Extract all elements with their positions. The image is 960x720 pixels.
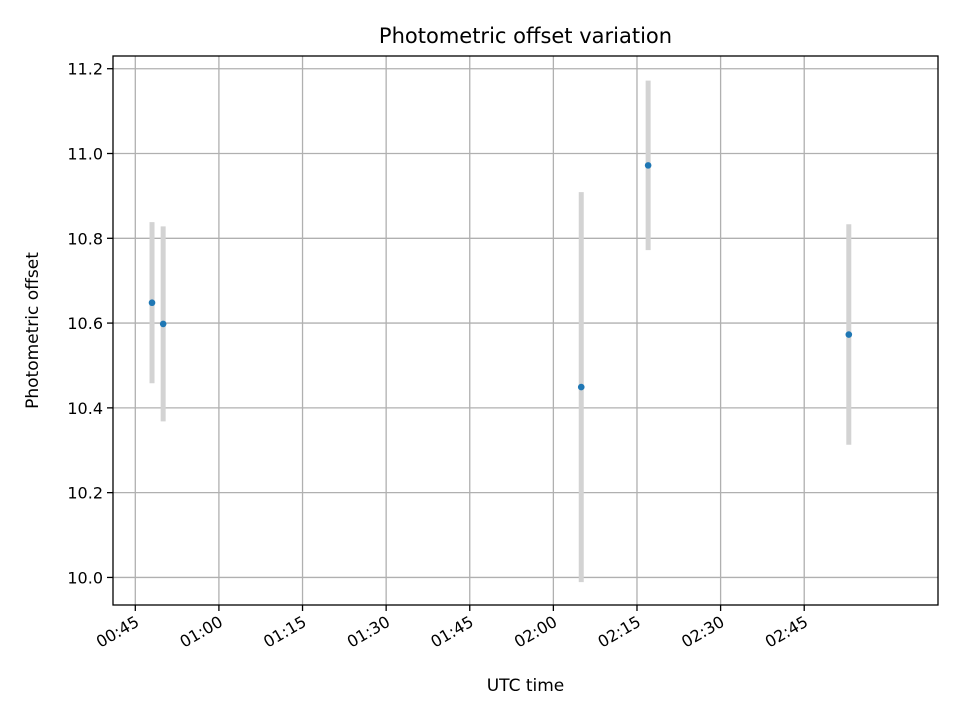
x-axis-ticks: 00:45 01:00 01:15 01:30 01:45 02:00 02:15 02:30… <box>93 605 811 652</box>
x-tick-label: 01:30 <box>344 612 393 652</box>
error-bars <box>149 80 852 583</box>
x-axis-label: UTC time <box>487 676 565 696</box>
data-point <box>148 299 156 307</box>
x-tick-label: 02:30 <box>678 612 727 652</box>
x-tick-label: 02:15 <box>595 612 644 652</box>
data-point <box>845 331 853 338</box>
y-tick-label: 10.4 <box>67 399 103 418</box>
x-tick-label: 01:45 <box>427 612 476 652</box>
grid <box>113 56 938 605</box>
x-tick-label: 02:45 <box>762 612 811 652</box>
data-point <box>577 383 585 391</box>
y-tick-label: 11.0 <box>67 145 103 164</box>
x-tick-label: 01:00 <box>176 612 225 652</box>
x-tick-label: 00:45 <box>93 612 142 652</box>
x-tick-label: 02:00 <box>511 612 560 652</box>
data-point <box>159 320 167 328</box>
y-axis-label: Photometric offset <box>23 252 43 409</box>
plot-frame <box>112 55 939 606</box>
y-axis-ticks: 10.0 10.2 10.4 10.6 10.8 11.0 11.2 <box>67 60 113 587</box>
data-point <box>644 162 652 169</box>
x-tick-label: 01:15 <box>260 612 309 652</box>
y-tick-label: 10.0 <box>67 568 103 587</box>
y-tick-label: 10.6 <box>67 314 103 333</box>
chart-title: Photometric offset variation <box>379 24 672 48</box>
y-tick-label: 11.2 <box>67 60 103 79</box>
data-points <box>148 162 853 391</box>
y-tick-label: 10.8 <box>67 229 103 248</box>
y-tick-label: 10.2 <box>67 484 103 503</box>
